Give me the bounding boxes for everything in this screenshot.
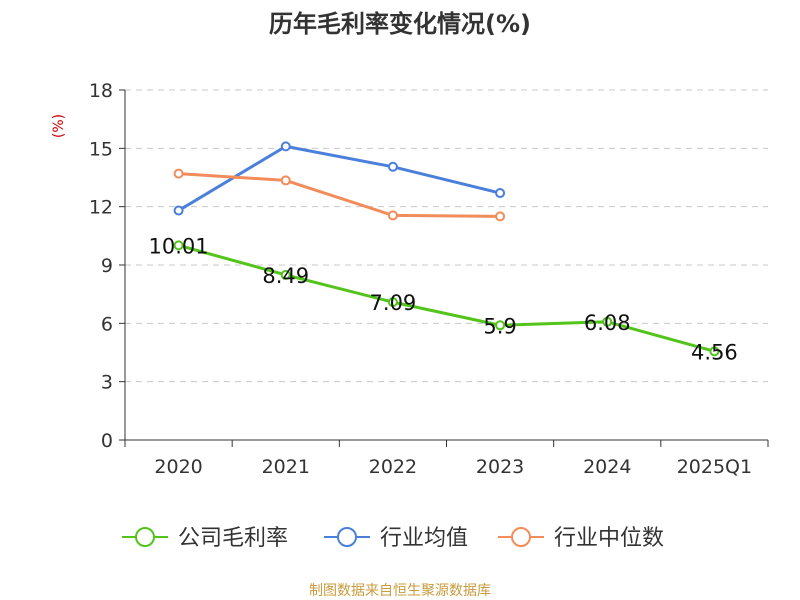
grid-lines bbox=[125, 89, 768, 383]
y-tick-label: 6 bbox=[101, 313, 113, 335]
series-point-2 bbox=[495, 211, 506, 222]
y-tick-label: 15 bbox=[89, 138, 113, 160]
chart-title: 历年毛利率变化情况(%) bbox=[269, 10, 531, 38]
data-label: 7.09 bbox=[370, 291, 417, 315]
y-tick-labels: 0 3 6 9 12 15 18 bbox=[89, 80, 113, 452]
series-point-0 bbox=[602, 316, 613, 327]
x-tick-label: 2020 bbox=[154, 456, 202, 478]
y-tick-label: 12 bbox=[89, 197, 113, 219]
legend-swatch-marker bbox=[135, 527, 155, 547]
series-point-2 bbox=[173, 168, 184, 179]
legend-swatch-marker bbox=[337, 527, 357, 547]
x-tick-label: 2021 bbox=[262, 456, 310, 478]
series-point-1 bbox=[495, 188, 506, 199]
source-note: 制图数据来自恒生聚源数据库 bbox=[309, 583, 491, 599]
x-tick-label: 2023 bbox=[476, 456, 524, 478]
y-tick-label: 3 bbox=[101, 372, 113, 394]
series-point-0 bbox=[173, 240, 184, 251]
x-tick-label: 2025Q1 bbox=[677, 456, 752, 478]
data-label: 10.01 bbox=[149, 234, 209, 258]
series-point-0 bbox=[495, 320, 506, 331]
series-point-0 bbox=[709, 346, 720, 357]
y-tick-label: 0 bbox=[101, 430, 113, 452]
axes bbox=[119, 89, 769, 447]
x-tick-labels: 2020 2021 2022 2023 2024 2025Q1 bbox=[154, 456, 752, 478]
x-tick-label: 2024 bbox=[583, 456, 631, 478]
series-point-2 bbox=[280, 175, 291, 186]
legend-label: 公司毛利率 bbox=[178, 526, 288, 551]
series-point-1 bbox=[173, 205, 184, 216]
legend: 公司毛利率 行业均值 行业中位数 bbox=[122, 526, 664, 551]
data-label: 4.56 bbox=[691, 340, 738, 364]
y-tick-label: 9 bbox=[101, 255, 113, 277]
data-labels: 10.01 8.49 7.09 5.9 6.08 4.56 bbox=[149, 234, 738, 364]
series-point-1 bbox=[280, 141, 291, 152]
data-label: 5.9 bbox=[483, 314, 516, 338]
x-tick-label: 2022 bbox=[369, 456, 417, 478]
series-point-2 bbox=[387, 210, 398, 221]
series-lines bbox=[173, 141, 720, 357]
series-point-0 bbox=[280, 269, 291, 280]
series-line-1 bbox=[177, 144, 501, 212]
legend-swatch-marker bbox=[511, 527, 531, 547]
y-tick-label: 18 bbox=[89, 80, 113, 102]
data-label: 8.49 bbox=[262, 264, 309, 288]
series-point-0 bbox=[387, 297, 398, 308]
legend-label: 行业均值 bbox=[380, 526, 468, 551]
data-label: 6.08 bbox=[584, 311, 631, 335]
y-axis-unit-label: (%) bbox=[51, 114, 67, 138]
series-line-2 bbox=[178, 172, 501, 218]
series-point-1 bbox=[387, 161, 398, 172]
series-line-0 bbox=[178, 243, 715, 353]
legend-label: 行业中位数 bbox=[554, 526, 664, 551]
